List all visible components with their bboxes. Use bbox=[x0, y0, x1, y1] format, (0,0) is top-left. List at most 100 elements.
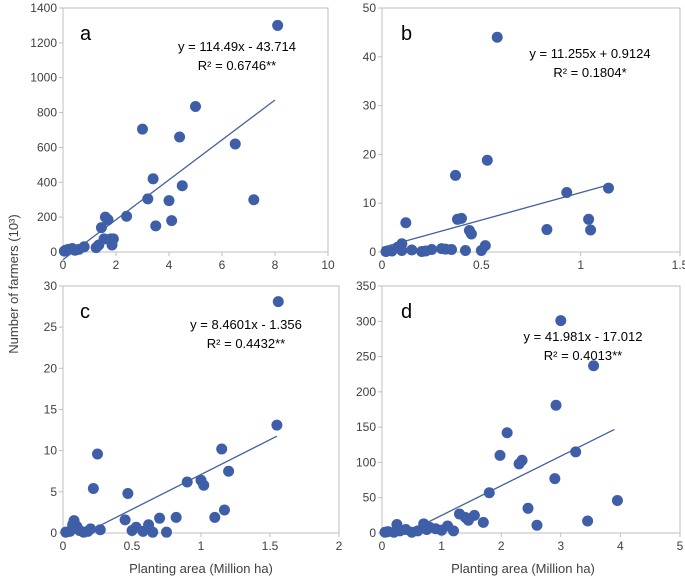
data-point bbox=[271, 419, 283, 431]
data-point bbox=[92, 448, 103, 460]
data-point bbox=[174, 131, 186, 143]
plot-frame bbox=[381, 7, 681, 253]
data-point bbox=[549, 473, 561, 485]
x-tick-label: 0 bbox=[60, 539, 67, 553]
x-tick-label: 6 bbox=[219, 258, 226, 272]
panel-letter: c bbox=[80, 301, 90, 323]
y-tick-label: 800 bbox=[37, 106, 57, 120]
data-point bbox=[555, 315, 567, 327]
data-point bbox=[181, 476, 193, 488]
data-point bbox=[588, 360, 600, 372]
data-point bbox=[468, 509, 480, 521]
x-tick-label: 10 bbox=[321, 258, 335, 272]
trend-line bbox=[62, 99, 276, 261]
x-tick-label: 1.5 bbox=[262, 539, 279, 553]
regression-equation: y = 11.255x + 0.9124 bbox=[529, 46, 650, 61]
x-tick-label: 0 bbox=[379, 539, 386, 553]
x-tick-label: 1 bbox=[577, 258, 584, 272]
data-point bbox=[494, 449, 506, 461]
data-point bbox=[459, 245, 471, 257]
x-tick-label: 4 bbox=[166, 258, 173, 272]
data-point bbox=[531, 519, 543, 531]
data-point bbox=[570, 446, 582, 458]
x-tick-label: 1.5 bbox=[672, 258, 685, 272]
panel-letter: d bbox=[401, 301, 412, 323]
data-point bbox=[142, 193, 154, 205]
data-point bbox=[483, 487, 495, 499]
data-point bbox=[272, 296, 284, 308]
x-tick-label: 5 bbox=[677, 539, 684, 553]
data-point bbox=[406, 244, 418, 256]
trend-line bbox=[381, 183, 611, 249]
data-point bbox=[170, 511, 182, 523]
y-tick-label: 20 bbox=[44, 361, 58, 375]
y-tick-label: 10 bbox=[363, 196, 377, 210]
data-point bbox=[107, 233, 119, 245]
data-point bbox=[450, 169, 462, 181]
data-point bbox=[602, 182, 614, 194]
x-tick-label: 0 bbox=[60, 258, 67, 272]
x-tick-label: 1 bbox=[438, 539, 445, 553]
y-tick-label: 400 bbox=[37, 175, 57, 189]
x-tick-label: 0.5 bbox=[124, 539, 141, 553]
data-point bbox=[161, 526, 172, 538]
data-point bbox=[446, 244, 458, 256]
y-tick-label: 20 bbox=[363, 147, 377, 161]
regression-equation: y = 114.49x - 43.714 bbox=[178, 39, 296, 54]
data-point bbox=[150, 220, 162, 232]
y-tick-label: 0 bbox=[50, 526, 57, 540]
y-tick-label: 250 bbox=[356, 350, 376, 364]
data-point bbox=[516, 454, 528, 466]
r-squared-label: R² = 0.4432** bbox=[207, 336, 285, 351]
x-tick-label: 3 bbox=[557, 539, 564, 553]
y-tick-label: 200 bbox=[37, 210, 57, 224]
data-point bbox=[223, 465, 235, 477]
x-tick-label: 2 bbox=[336, 539, 343, 553]
data-point bbox=[248, 194, 260, 206]
data-point bbox=[583, 213, 595, 225]
data-point bbox=[582, 515, 594, 527]
data-point bbox=[561, 186, 573, 198]
data-point bbox=[95, 222, 107, 234]
data-point bbox=[121, 210, 133, 222]
x-tick-label: 0 bbox=[379, 258, 386, 272]
data-point bbox=[477, 516, 489, 528]
y-tick-label: 50 bbox=[363, 491, 377, 505]
x-axis-label-c: Planting area (Million ha) bbox=[129, 561, 273, 576]
y-tick-label: 0 bbox=[369, 245, 376, 259]
y-tick-label: 25 bbox=[44, 320, 58, 334]
panel-letter: a bbox=[80, 23, 92, 45]
data-point bbox=[448, 525, 460, 537]
data-point bbox=[147, 526, 159, 538]
x-tick-label: 4 bbox=[617, 539, 624, 553]
x-tick-label: 2 bbox=[113, 258, 120, 272]
data-point bbox=[154, 512, 166, 524]
data-point bbox=[479, 240, 491, 252]
x-tick-label: 1 bbox=[198, 539, 205, 553]
y-tick-label: 300 bbox=[356, 314, 376, 328]
y-tick-label: 200 bbox=[356, 385, 376, 399]
data-point bbox=[501, 427, 513, 439]
y-tick-label: 50 bbox=[363, 1, 377, 15]
data-point bbox=[218, 504, 230, 516]
data-point bbox=[455, 212, 467, 224]
data-point bbox=[163, 195, 175, 207]
y-tick-label: 30 bbox=[363, 99, 377, 113]
y-tick-label: 40 bbox=[363, 50, 377, 64]
y-tick-label: 150 bbox=[356, 420, 376, 434]
regression-equation: y = 41.981x - 17.012 bbox=[524, 329, 643, 344]
y-tick-label: 0 bbox=[369, 526, 376, 540]
data-point bbox=[522, 502, 534, 514]
data-point bbox=[102, 214, 114, 226]
r-squared-label: R² = 0.1804* bbox=[553, 65, 626, 80]
panel-letter: b bbox=[401, 23, 412, 45]
data-point bbox=[78, 241, 90, 253]
data-point bbox=[147, 173, 159, 185]
data-point bbox=[541, 224, 553, 236]
y-tick-label: 0 bbox=[50, 245, 57, 259]
y-tick-label: 5 bbox=[50, 485, 57, 499]
data-point bbox=[94, 524, 106, 536]
y-tick-label: 1400 bbox=[30, 1, 57, 15]
